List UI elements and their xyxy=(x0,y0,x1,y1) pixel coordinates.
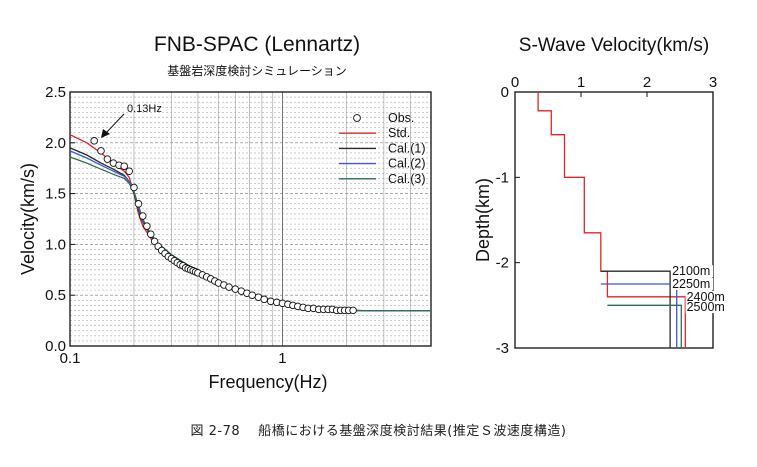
x-tick-label: 0.1 xyxy=(60,350,81,367)
obs-point xyxy=(266,297,275,306)
y-tick-label: 2.0 xyxy=(45,135,66,152)
profile-y-tick-label: -3 xyxy=(496,340,509,357)
depth-label-bg xyxy=(671,278,714,290)
spac-chart-subtitle: 基盤岩深度検討シミュレーション xyxy=(167,63,347,78)
depth-label: 2500m xyxy=(687,300,725,314)
spac-plot-frame xyxy=(69,91,432,347)
legend-label-obs: Obs. xyxy=(388,111,414,125)
spac-chart-title: FNB-SPAC (Lennartz) xyxy=(154,33,360,56)
profile-line-cal-3- xyxy=(607,304,682,348)
y-tick-label: 1.5 xyxy=(45,186,66,203)
obs-point xyxy=(103,155,112,163)
profile-y-tick-label: -2 xyxy=(496,255,509,272)
profile-x-tick-label: 3 xyxy=(709,74,717,91)
spac-grid xyxy=(70,92,431,346)
depth-label: 2400m xyxy=(687,290,725,304)
spac-chart: FNB-SPAC (Lennartz) 基盤岩深度検討シミュレーション 0.00… xyxy=(18,33,432,392)
obs-point xyxy=(97,147,105,155)
obs-point xyxy=(143,222,151,230)
obs-point xyxy=(225,283,233,291)
profile-ticks: 0 1 2 3 0 -1 -2 -3 xyxy=(496,74,718,357)
spac-series xyxy=(69,134,431,312)
y-tick-label: 1.0 xyxy=(45,236,66,253)
spac-legend: Obs.Std.Cal.(1) Cal.(2)Cal.(3) xyxy=(339,111,426,186)
freq-annotation-arrow xyxy=(105,113,125,134)
profile-series xyxy=(537,92,686,348)
profile-chart-title: S-Wave Velocity(km/s) xyxy=(519,35,709,56)
profile-y-tick-label: 0 xyxy=(501,84,509,101)
profile-x-tick-label: 0 xyxy=(511,74,519,91)
depth-label-bg xyxy=(671,265,714,278)
obs-point xyxy=(139,212,147,220)
legend-marker-obs xyxy=(353,114,361,122)
obs-point xyxy=(150,237,159,246)
profile-x-tick-label: 1 xyxy=(577,74,585,91)
obs-point xyxy=(147,230,155,238)
profile-line-cal-2- xyxy=(600,283,678,348)
depth-label-bg xyxy=(685,290,728,303)
spac-x-axis-label: Frequency(Hz) xyxy=(208,372,327,392)
freq-annotation-label: 0.13Hz xyxy=(127,103,162,115)
legend-label-cal-3-: Cal.(3) xyxy=(388,172,426,186)
legend-label-cal-1-: Cal.(1) xyxy=(388,141,426,155)
arrow-head-icon xyxy=(101,129,110,138)
figure-caption: 図 2-78 船橋における基盤深度検討結果(推定Ｓ波速度構造) xyxy=(190,424,567,439)
obs-point xyxy=(130,183,138,192)
obs-point xyxy=(260,295,268,304)
series-line-std- xyxy=(69,134,431,312)
depth-label-bg xyxy=(685,301,728,314)
y-tick-label: 0.5 xyxy=(45,287,66,304)
spac-ticks: 0.0 0.5 1.0 1.5 2.0 2.5 0.1 1 xyxy=(45,84,287,367)
profile-x-tick-label: 2 xyxy=(643,74,651,91)
obs-point xyxy=(90,137,98,145)
spac-y-axis-label: Velocity(km/s) xyxy=(18,163,38,275)
y-tick-label: 0.0 xyxy=(45,338,66,355)
profile-y-axis-label: Depth(km) xyxy=(473,178,493,262)
obs-point xyxy=(134,200,143,208)
spac-observed-points xyxy=(90,137,357,315)
obs-point xyxy=(125,167,133,175)
velocity-profile-chart: S-Wave Velocity(km/s) 0 1 2 30-1-2-3 2100m2… xyxy=(473,35,728,357)
x-tick-label: 1 xyxy=(278,350,286,367)
depth-label: 2100m xyxy=(672,264,710,278)
obs-point xyxy=(248,291,256,299)
profile-plot-frame xyxy=(514,91,714,349)
profile-line-cal-1- xyxy=(600,270,671,348)
obs-point xyxy=(120,162,128,170)
legend-label-std-: Std. xyxy=(388,126,410,140)
obs-point xyxy=(349,306,357,315)
profile-y-tick-label: -1 xyxy=(496,169,509,186)
depth-label: 2250m xyxy=(672,277,710,291)
y-tick-label: 2.5 xyxy=(45,84,66,101)
profile-line-std- xyxy=(537,92,686,348)
legend-label-cal-2-: Cal.(2) xyxy=(388,157,426,171)
